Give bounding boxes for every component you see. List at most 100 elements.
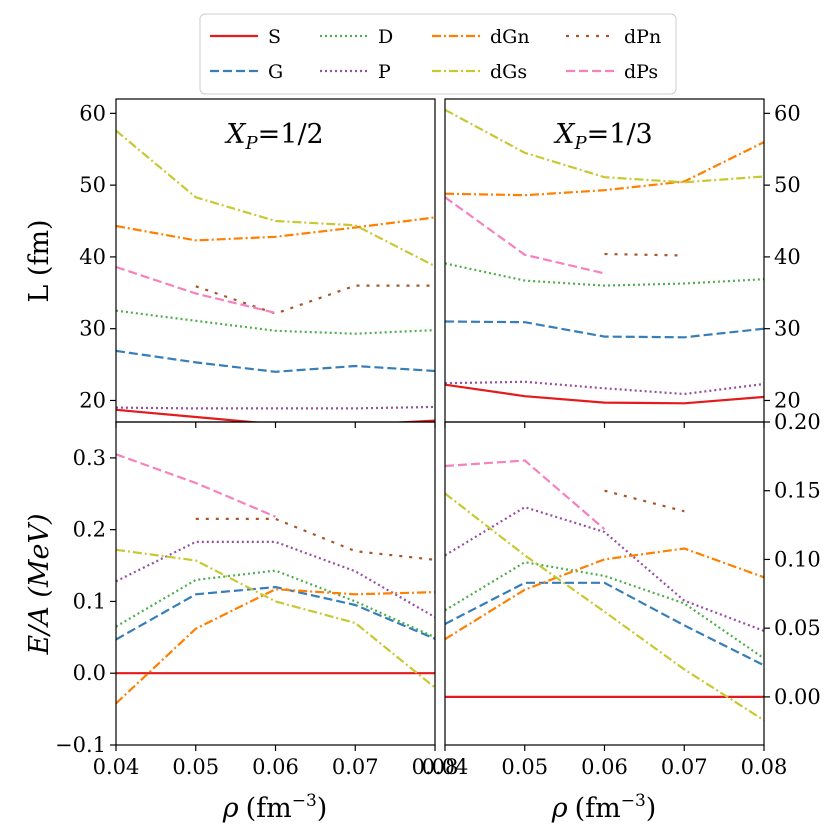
y-tick-label: 0.0	[73, 661, 106, 685]
legend-label: S	[268, 26, 281, 48]
y-tick-label: 60	[79, 101, 106, 125]
y-tick-label: 20	[79, 388, 106, 412]
x-axis-title-unit: (fm	[575, 793, 621, 824]
panel-title-symbol: X	[224, 119, 247, 150]
y-tick-label: 60	[774, 101, 801, 125]
series-lines-top-left	[116, 129, 435, 422]
series-line-G	[445, 581, 764, 667]
panel-bottom-right: 0.00 0.05 0.10 0.15 0.20 0.04 0.05 0.06 0.07 0.08	[422, 410, 821, 779]
legend-label: G	[268, 61, 283, 83]
x-tick-label: 0.05	[172, 755, 219, 779]
series-line-G	[445, 320, 764, 339]
y-tick-label: 0.05	[774, 616, 821, 640]
x-axis-title-symbol: ρ	[222, 793, 239, 824]
x-tick-label: 0.04	[422, 755, 469, 779]
panel-bottom-left: −0.1 0.0 0.1 0.2 0.3 0.04 0.05 0.06 0.07 0.08	[55, 421, 458, 779]
axes-frame-bottom-left	[115, 421, 436, 746]
series-line-dPs	[116, 453, 276, 518]
legend-entry-dGn: dGn	[432, 26, 530, 48]
series-line-dGn	[116, 216, 435, 242]
x-axis-title-right: ρ (fm−3)	[551, 791, 657, 824]
series-lines-bottom-right	[445, 459, 764, 722]
legend-label: dPs	[624, 61, 658, 83]
series-line-S	[445, 383, 764, 405]
series-line-D	[116, 309, 435, 335]
y-tick-label: 50	[774, 173, 801, 197]
legend-label: dGs	[490, 61, 527, 83]
legend-entry-D: D	[320, 26, 393, 48]
series-line-P	[445, 380, 764, 396]
series-line-P	[116, 405, 435, 410]
x-tick-label: 0.07	[332, 755, 379, 779]
series-line-dPs	[445, 459, 606, 531]
series-line-D	[445, 262, 764, 287]
y-tick-label: 30	[774, 317, 801, 341]
y-tick-label: 0.3	[73, 446, 106, 470]
y-tick-label: 0.15	[774, 479, 821, 503]
x-axis-title-exponent: −3	[292, 791, 317, 811]
x-tick-label: 0.07	[661, 755, 708, 779]
ticks-top-right: 20 30 40 50 60	[444, 101, 801, 428]
legend-entry-dGs: dGs	[432, 61, 527, 83]
y-tick-label: 0.1	[73, 589, 106, 613]
legend-frame	[199, 13, 677, 95]
panel-title-value: =1/3	[587, 119, 653, 150]
x-axis-title-unit: (fm	[246, 793, 292, 824]
y-tick-label: 40	[774, 245, 801, 269]
legend-entry-G: G	[210, 61, 283, 83]
panel-title-top-left: XP=1/2	[224, 119, 323, 154]
series-line-dGn	[445, 141, 764, 197]
x-axis-title-left: ρ (fm−3)	[222, 791, 328, 824]
series-line-dGs	[116, 548, 435, 689]
y-tick-label: 30	[79, 317, 106, 341]
panel-top-left: 20 30 40 50 60 XP=1/2	[79, 98, 436, 428]
y-axis-title-top: L (fm)	[24, 219, 55, 302]
panel-title-subscript: P	[574, 133, 588, 154]
x-tick-label: 0.08	[741, 755, 788, 779]
panel-title-value: =1/2	[258, 119, 324, 150]
series-line-dGn	[116, 588, 435, 705]
series-line-D	[116, 569, 435, 639]
legend-label: dPn	[624, 26, 661, 48]
y-tick-label: 0.2	[73, 518, 106, 542]
series-line-G	[116, 349, 435, 373]
y-tick-label: 0.10	[774, 547, 821, 571]
panel-title-symbol: X	[553, 119, 576, 150]
series-line-dPs	[445, 196, 605, 275]
series-line-dPn	[195, 517, 435, 561]
ticks-bottom-right: 0.00 0.05 0.10 0.15 0.20 0.04 0.05 0.06 0.07 0.08	[422, 410, 821, 779]
x-tick-label: 0.06	[581, 755, 628, 779]
series-line-dGs	[445, 492, 764, 722]
series-line-P	[116, 540, 435, 619]
series-line-dGs	[116, 129, 435, 268]
y-axis-title-bottom: E/A (MeV)	[24, 513, 55, 655]
legend-label: D	[378, 26, 393, 48]
x-tick-label: 0.05	[501, 755, 548, 779]
series-lines-bottom-left	[116, 453, 435, 705]
x-tick-label: 0.06	[252, 755, 299, 779]
series-line-dGn	[445, 547, 764, 641]
x-axis-title-close: )	[317, 793, 328, 824]
series-line-dPn	[604, 252, 685, 257]
series-line-G	[116, 585, 435, 641]
series-line-dGs	[445, 108, 764, 184]
legend-entry-S: S	[210, 26, 281, 48]
y-tick-label: 0.00	[774, 685, 821, 709]
ticks-top-left: 20 30 40 50 60	[79, 101, 436, 428]
series-line-D	[445, 561, 764, 660]
panel-top-right: 20 30 40 50 60 XP=1/3	[444, 98, 801, 428]
legend-label: dGn	[490, 26, 530, 48]
panel-title-subscript: P	[245, 133, 259, 154]
legend-entry-P: P	[320, 61, 391, 83]
y-tick-label: 40	[79, 245, 106, 269]
series-lines-top-right	[445, 108, 764, 405]
y-tick-label: −0.1	[55, 733, 106, 757]
x-axis-title-close: )	[646, 793, 657, 824]
legend-label: P	[378, 61, 391, 83]
series-line-dPn	[195, 284, 435, 315]
series-line-dPn	[604, 489, 685, 513]
y-tick-label: 50	[79, 173, 106, 197]
series-line-S	[116, 408, 435, 422]
